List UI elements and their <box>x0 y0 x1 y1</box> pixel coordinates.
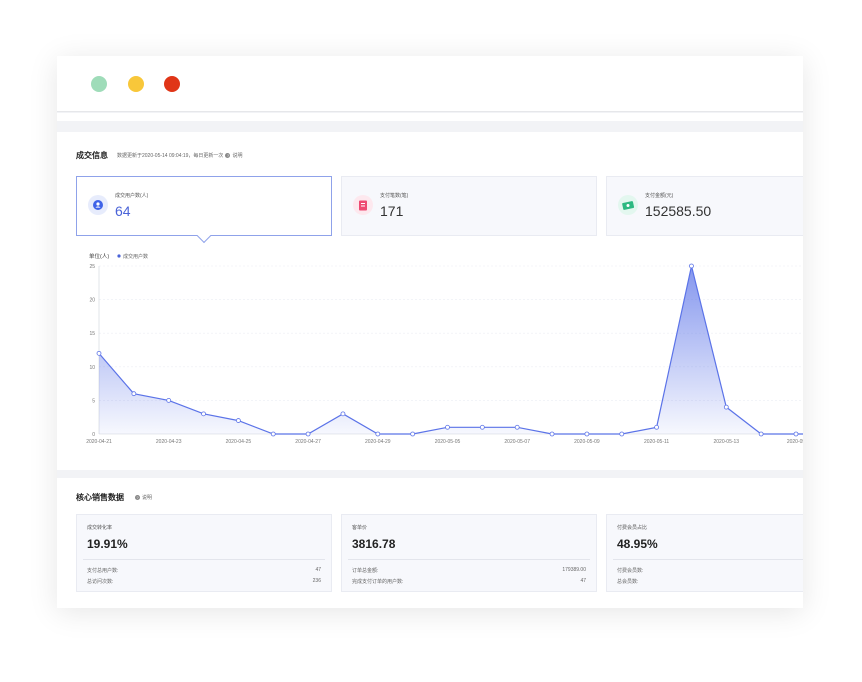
window-minimize-button[interactable] <box>91 76 107 92</box>
x-tick-label: 2020-04-27 <box>295 439 321 445</box>
data-point <box>340 411 346 417</box>
data-point <box>723 404 729 410</box>
update-note-text: 数据更新于2020-05-14 09:04:19，每日更新一次 <box>117 153 224 159</box>
chart-y-label: 单位(人) <box>89 252 109 260</box>
kpi-avg-order: 客单价 3816.78 订单总金额: 179389.00 完成支付订单的用户数: 4… <box>341 514 597 592</box>
transactions-panel: 成交信息 数据更新于2020-05-14 09:04:19，每日更新一次 ? 说… <box>57 132 803 470</box>
data-point <box>270 431 276 437</box>
data-point <box>514 424 520 430</box>
card-buyers-value: 64 <box>115 203 131 219</box>
app-window: 成交信息 数据更新于2020-05-14 09:04:19，每日更新一次 ? 说… <box>57 56 803 608</box>
title-bar <box>57 56 803 112</box>
order-icon <box>353 195 373 215</box>
kpi-row: 付费会员数: <box>617 568 644 574</box>
sales-help-link[interactable]: 说明 <box>142 495 153 501</box>
divider <box>613 559 803 560</box>
sales-panel: 核心销售数据 ? 说明 成交转化率 19.91% 支付总用户数: 47 总访问次数… <box>57 478 803 608</box>
y-tick-label: 25 <box>89 264 95 270</box>
kpi-label: 付费会员占比 <box>617 525 648 531</box>
sales-title: 核心销售数据 <box>76 493 124 502</box>
y-tick-label: 0 <box>92 432 95 438</box>
data-point <box>410 431 416 437</box>
data-point <box>793 431 799 437</box>
data-point <box>619 431 625 437</box>
card-buyers-label: 成交用户数(人) <box>115 193 149 199</box>
sales-help: ? 说明 <box>135 494 152 501</box>
kpi-row: 订单总金额: 179389.00 <box>352 567 586 574</box>
divider <box>83 559 325 560</box>
data-point <box>235 418 241 423</box>
data-point <box>758 431 764 437</box>
x-tick-label: 2020-05-11 <box>644 439 669 445</box>
data-point <box>445 424 450 430</box>
y-tick-label: 20 <box>89 298 95 304</box>
kpi-label: 成交转化率 <box>87 525 113 531</box>
x-tick-label: 2020-05-13 <box>714 439 740 445</box>
data-point <box>689 263 694 269</box>
data-point <box>131 391 137 397</box>
buyers-line-chart: 单位(人) 成交用户数 0 5 10 15 20 25 2020-04-21 2020-04… <box>86 252 803 445</box>
window-close-button[interactable] <box>164 76 180 92</box>
legend-marker <box>117 254 121 258</box>
kpi-row: 总会员数: <box>617 579 639 585</box>
user-icon <box>88 195 108 215</box>
selected-pointer <box>196 228 212 244</box>
card-payments[interactable]: 支付笔数(笔) 171 <box>341 176 597 236</box>
data-point <box>305 431 311 437</box>
update-note: 数据更新于2020-05-14 09:04:19，每日更新一次 ? 说明 <box>117 152 242 159</box>
data-point <box>375 431 381 437</box>
card-amount-label: 支付金额(元) <box>645 193 674 199</box>
chart-legend[interactable]: 成交用户数 <box>123 253 148 260</box>
x-tick-label: 2020-04-23 <box>156 439 182 445</box>
data-point <box>549 431 555 437</box>
kpi-row: 总访问次数: 236 <box>87 578 321 585</box>
kpi-row: 完成支付订单的用户数: 47 <box>352 578 586 585</box>
toolbar-strip <box>57 113 803 121</box>
help-icon[interactable]: ? <box>225 153 231 158</box>
x-tick-label: 2020-05-07 <box>504 439 530 445</box>
kpi-row: 支付总用户数: 47 <box>87 567 321 574</box>
data-point <box>96 350 102 356</box>
y-tick-label: 15 <box>89 331 95 337</box>
money-icon <box>618 195 638 215</box>
kpi-value: 3816.78 <box>352 537 396 551</box>
kpi-member-ratio: 付费会员占比 48.95% 付费会员数: 总会员数: <box>606 514 803 592</box>
data-point <box>479 424 485 430</box>
data-point <box>201 411 206 417</box>
kpi-conversion: 成交转化率 19.91% 支付总用户数: 47 总访问次数: 236 <box>76 514 332 592</box>
series-line <box>98 265 803 435</box>
help-icon[interactable]: ? <box>135 495 140 500</box>
x-tick-label: 2020-05 <box>787 439 803 445</box>
kpi-value: 48.95% <box>617 537 658 551</box>
transactions-title: 成交信息 <box>76 151 108 160</box>
y-tick-label: 5 <box>92 398 95 404</box>
card-amount-value: 152585.50 <box>645 203 712 219</box>
x-tick-label: 2020-05-05 <box>435 439 461 445</box>
x-tick-label: 2020-04-25 <box>226 439 252 445</box>
x-tick-label: 2020-04-21 <box>86 439 112 445</box>
data-point <box>654 424 659 430</box>
x-tick-label: 2020-04-29 <box>365 439 391 445</box>
help-link[interactable]: 说明 <box>232 153 243 159</box>
kpi-value: 19.91% <box>87 537 128 551</box>
card-payments-label: 支付笔数(笔) <box>380 193 409 199</box>
divider <box>348 559 590 560</box>
card-amount[interactable]: 支付金额(元) 152585.50 <box>606 176 803 236</box>
kpi-label: 客单价 <box>352 525 368 531</box>
y-tick-label: 10 <box>89 365 95 371</box>
x-tick-label: 2020-05-09 <box>574 439 600 445</box>
series-area <box>99 266 803 434</box>
data-point <box>166 397 172 403</box>
data-point <box>584 431 590 437</box>
card-buyers[interactable]: 成交用户数(人) 64 <box>76 176 332 244</box>
window-maximize-button[interactable] <box>128 76 144 92</box>
card-payments-value: 171 <box>380 203 404 219</box>
